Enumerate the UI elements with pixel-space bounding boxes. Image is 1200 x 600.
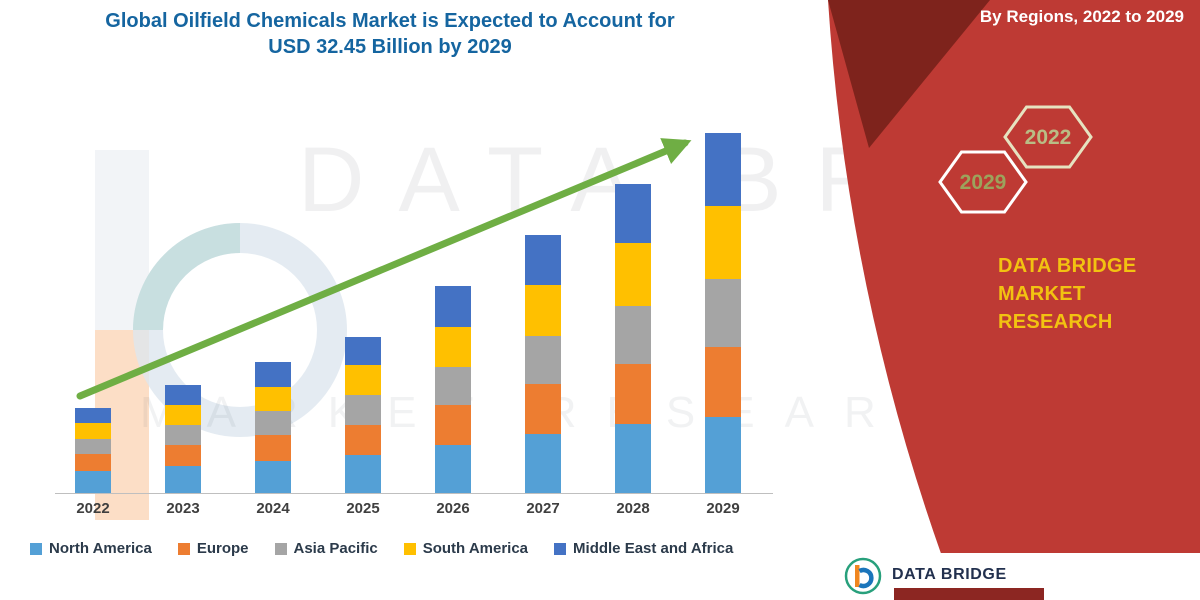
brand-text: DATA BRIDGE MARKET RESEARCH [998, 252, 1200, 336]
x-axis-label-2022: 2022 [76, 500, 110, 517]
stacked-bar-2029 [705, 133, 741, 493]
bar-segment-europe [525, 384, 561, 435]
x-axis-label-2029: 2029 [706, 500, 740, 517]
bar-segment-south-america [255, 386, 291, 411]
legend-swatch [177, 542, 190, 555]
legend-item-south-america: South America [403, 540, 529, 557]
bar-segment-asia-pacific [615, 305, 651, 365]
stacked-bar-2023 [165, 385, 201, 493]
bar-segment-middle-east-and-africa [345, 336, 381, 366]
legend-swatch [403, 542, 416, 555]
bar-segment-south-america [165, 405, 201, 426]
bar-segment-europe [165, 445, 201, 467]
panel-heading: By Regions, 2022 to 2029 [979, 7, 1184, 26]
bar-segment-south-america [75, 423, 111, 439]
data-bridge-logo-icon [844, 557, 882, 595]
bar-segment-europe [435, 405, 471, 446]
bar-segment-south-america [345, 365, 381, 396]
legend-label: South America [422, 540, 529, 557]
brand-text-line2: RESEARCH [998, 311, 1113, 333]
bar-segment-north-america [75, 470, 111, 493]
bar-segment-asia-pacific [525, 335, 561, 385]
bar-segment-middle-east-and-africa [75, 407, 111, 424]
bar-segment-north-america [165, 466, 201, 493]
legend-swatch [30, 542, 42, 555]
legend-item-europe: Europe [177, 540, 249, 557]
chart-title-line1: Global Oilfield Chemicals Market is Expe… [105, 10, 675, 32]
bar-segment-south-america [705, 205, 741, 279]
legend-label: Middle East and Africa [573, 540, 734, 557]
bar-segment-asia-pacific [345, 395, 381, 426]
bar-segment-asia-pacific [165, 425, 201, 446]
year-hexagons: 2022 2029 [938, 105, 1093, 214]
bar-segment-north-america [255, 460, 291, 493]
bar-segment-south-america [615, 243, 651, 306]
bar-segment-south-america [435, 326, 471, 367]
bar-segment-middle-east-and-africa [705, 133, 741, 206]
legend-swatch [554, 542, 567, 555]
footer-logo-strip: DATA BRIDGE [828, 553, 1200, 600]
bar-segment-asia-pacific [255, 410, 291, 436]
x-axis-label-2026: 2026 [436, 500, 470, 517]
legend-item-middle-east-and-africa: Middle East and Africa [554, 540, 733, 557]
stacked-bar-2025 [345, 336, 381, 493]
chart-title: Global Oilfield Chemicals Market is Expe… [30, 8, 750, 60]
stacked-bar-2026 [435, 285, 471, 493]
stacked-bar-2024 [255, 362, 291, 493]
legend-label: Europe [196, 540, 249, 557]
footer-logo-band [894, 588, 1044, 600]
legend-label: Asia Pacific [293, 540, 378, 557]
bar-segment-middle-east-and-africa [255, 362, 291, 387]
x-axis-label-2024: 2024 [256, 500, 290, 517]
bar-segment-asia-pacific [705, 278, 741, 347]
bar-segment-middle-east-and-africa [165, 385, 201, 406]
bar-segment-north-america [705, 416, 741, 493]
bar-segment-middle-east-and-africa [435, 285, 471, 327]
stacked-bar-2022 [75, 407, 111, 493]
brand-text-line1: DATA BRIDGE MARKET [998, 255, 1137, 305]
chart-legend: North America Europe Asia Pacific South Ame… [30, 540, 733, 557]
bar-segment-europe [705, 346, 741, 417]
legend-item-north-america: North America [30, 540, 152, 557]
bar-segment-europe [255, 435, 291, 461]
bar-segment-north-america [345, 455, 381, 493]
bar-segment-middle-east-and-africa [525, 234, 561, 285]
bar-segment-north-america [615, 424, 651, 493]
hexagon-2022-label: 2022 [1025, 126, 1072, 149]
bar-segment-north-america [435, 445, 471, 493]
bar-segment-north-america [525, 434, 561, 493]
bar-segment-europe [345, 425, 381, 456]
x-axis-label-2027: 2027 [526, 500, 560, 517]
x-axis-line [55, 493, 773, 494]
bar-segment-europe [75, 454, 111, 471]
bar-segment-asia-pacific [75, 438, 111, 455]
bar-segment-asia-pacific [435, 366, 471, 406]
stacked-bar-2027 [525, 234, 561, 493]
stacked-bar-2028 [615, 183, 651, 493]
legend-item-asia-pacific: Asia Pacific [274, 540, 378, 557]
x-axis-label-2028: 2028 [616, 500, 650, 517]
bar-segment-europe [615, 364, 651, 425]
footer-logo-text: DATA BRIDGE [892, 566, 1007, 583]
chart-title-line2: USD 32.45 Billion by 2029 [268, 36, 512, 58]
legend-label: North America [49, 540, 152, 557]
bar-segment-middle-east-and-africa [615, 183, 651, 244]
x-axis-label-2025: 2025 [346, 500, 380, 517]
legend-swatch [274, 542, 287, 555]
x-axis-label-2023: 2023 [166, 500, 200, 517]
bar-segment-south-america [525, 284, 561, 336]
hexagon-2029-label: 2029 [960, 171, 1007, 194]
